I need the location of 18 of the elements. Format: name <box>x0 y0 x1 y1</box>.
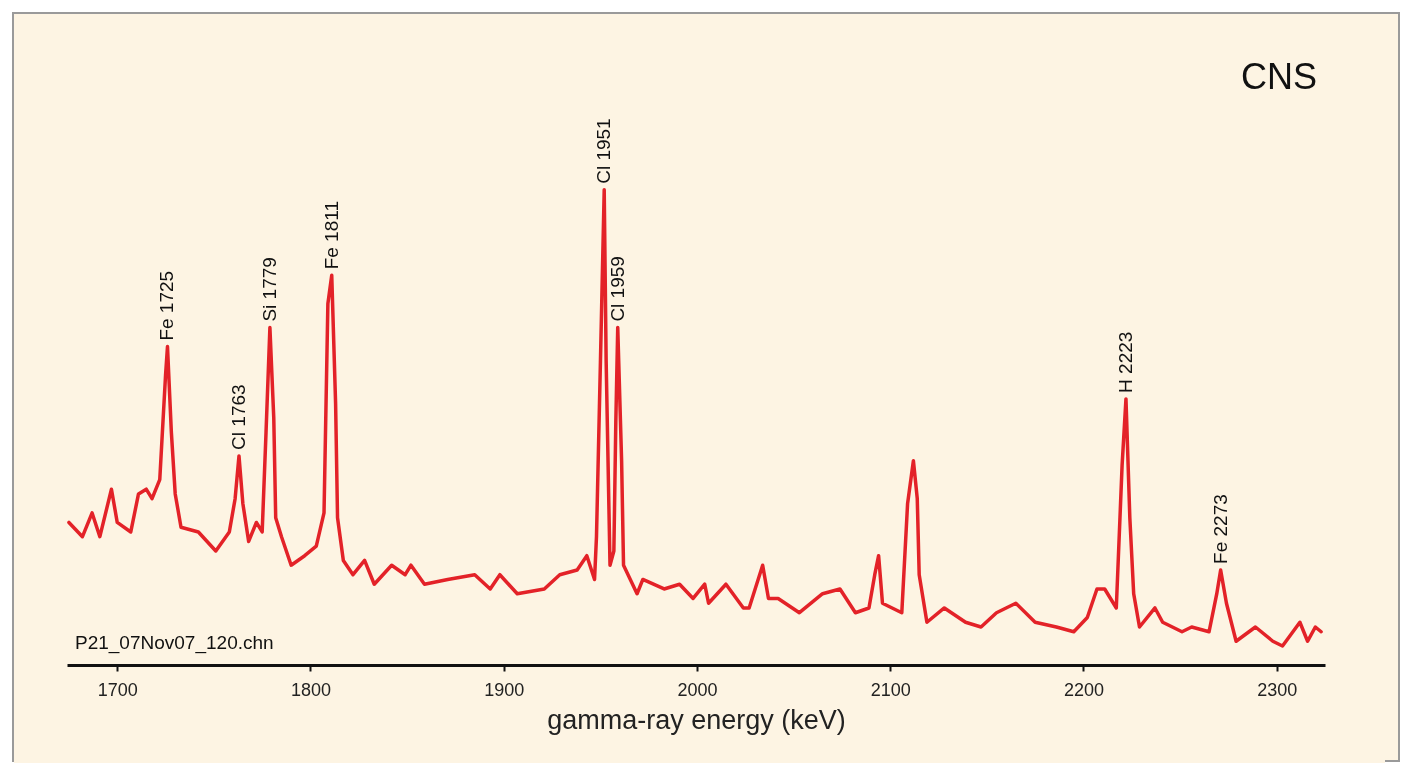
x-tick-label: 1700 <box>97 679 138 700</box>
x-tick-label: 1800 <box>290 679 332 700</box>
annotation: Fe 1811 <box>320 201 342 270</box>
x-tick-label: 2000 <box>677 679 718 700</box>
annotation: Cl 1951 <box>593 118 615 184</box>
annotation: Cl 1959 <box>606 256 628 322</box>
annotation: Si 1779 <box>258 257 280 322</box>
x-tick-label: 2100 <box>870 679 911 700</box>
x-axis-title: gamma-ray energy (keV) <box>547 704 846 735</box>
x-tick-label: 1900 <box>484 679 525 700</box>
annotation: Fe 1725 <box>156 270 178 341</box>
annotation: Fe 2273 <box>1209 494 1231 564</box>
annotation: Cl 1763 <box>227 384 249 450</box>
annotation: H 2223 <box>1114 331 1136 393</box>
x-tick-label: 2200 <box>1063 679 1104 700</box>
x-tick-label: 2300 <box>1257 679 1298 700</box>
chart-title: CNS <box>1240 56 1317 97</box>
annotation: P21_07Nov07_120.chn <box>75 632 274 654</box>
